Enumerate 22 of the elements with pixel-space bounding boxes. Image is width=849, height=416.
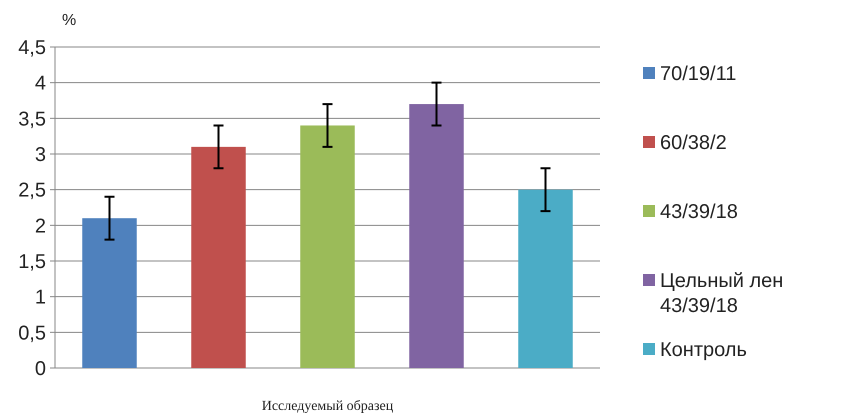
- legend-label: Цельный лен 43/39/18: [660, 270, 784, 317]
- y-tick-label: 3,5: [18, 108, 46, 130]
- y-tick-label: 3: [34, 144, 46, 166]
- bar: [300, 125, 355, 368]
- bar: [518, 190, 573, 368]
- y-tick-label: 1,5: [18, 251, 46, 273]
- y-tick-label: 2: [34, 215, 46, 238]
- y-tick-label: 0,5: [18, 322, 46, 344]
- legend-label: 43/39/18: [660, 201, 738, 223]
- legend-label: Контроль: [660, 339, 747, 361]
- bar: [191, 146, 246, 368]
- x-axis-title: Исследуемый образец: [262, 399, 394, 414]
- legend-label: 70/19/11: [660, 63, 736, 85]
- bar: [82, 218, 137, 368]
- y-tick-label: 0: [34, 358, 46, 380]
- y-tick-label: 4,5: [18, 37, 46, 59]
- y-tick-label: 4: [34, 72, 46, 95]
- y-tick-label: 1: [34, 286, 46, 309]
- bar: [409, 104, 464, 368]
- y-axis-title: %: [62, 12, 76, 29]
- legend-label: 60/38/2: [660, 132, 727, 154]
- y-tick-label: 2,5: [18, 180, 46, 202]
